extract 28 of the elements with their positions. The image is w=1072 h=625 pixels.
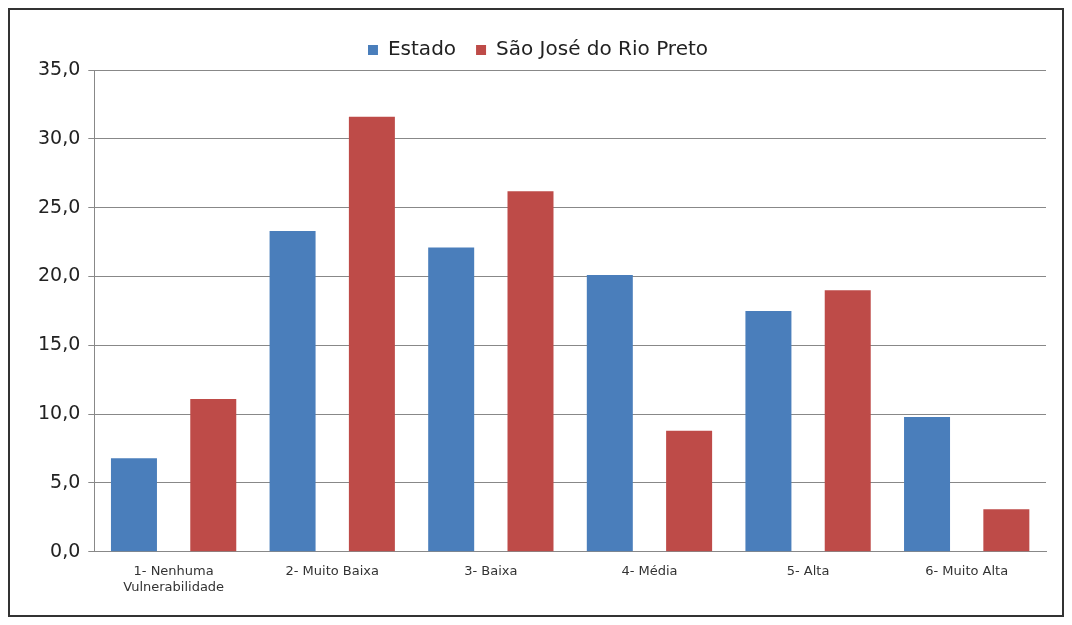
- bar: [824, 290, 871, 552]
- bar: [190, 399, 237, 552]
- x-tick-label: 4- Média: [621, 562, 678, 578]
- y-tick-label: 0,0: [50, 538, 81, 561]
- bar: [269, 231, 316, 552]
- bar: [745, 310, 792, 552]
- y-tick-label: 30,0: [37, 125, 81, 148]
- y-tick-label: 25,0: [37, 194, 81, 217]
- legend-label: Estado: [387, 36, 457, 61]
- y-tick-label: 35,0: [37, 56, 81, 79]
- legend-label: São José do Rio Preto: [496, 36, 709, 61]
- bar: [507, 191, 554, 552]
- x-tick-label: 3- Baixa: [464, 562, 518, 578]
- bar: [983, 509, 1030, 552]
- x-tick-label: 2- Muito Baixa: [285, 562, 379, 578]
- bar: [428, 247, 475, 552]
- bar: [348, 116, 395, 552]
- x-tick-label: 5- Alta: [786, 562, 830, 578]
- bar: [586, 275, 633, 552]
- bar: [666, 430, 713, 552]
- x-tick-label: 6- Muito Alta: [925, 562, 1009, 578]
- bar: [110, 458, 157, 552]
- bar: [904, 416, 951, 552]
- y-tick-label: 5,0: [50, 469, 81, 492]
- x-tick-label: 1- Nenhuma Vulnerabilidade: [123, 562, 225, 594]
- y-tick-label: 15,0: [37, 332, 81, 355]
- y-tick-label: 10,0: [37, 401, 81, 424]
- y-tick-label: 20,0: [37, 263, 81, 286]
